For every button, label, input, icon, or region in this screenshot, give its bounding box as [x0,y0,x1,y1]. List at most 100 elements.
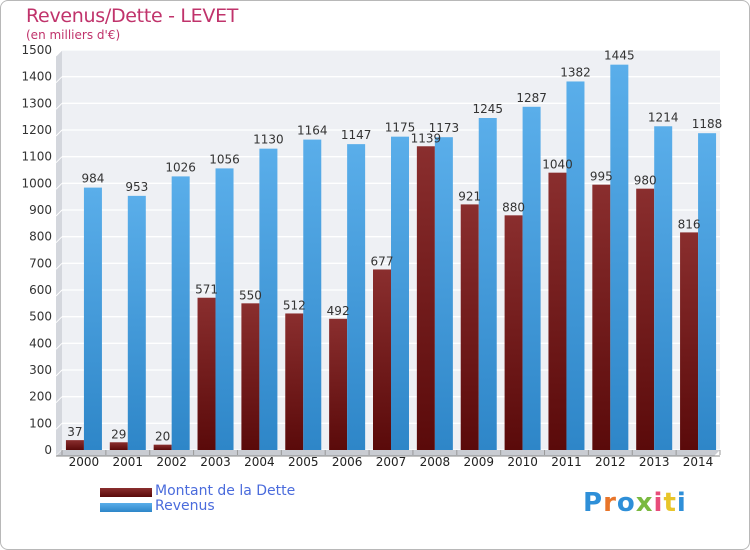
proxiti-logo: Proxiti [583,488,687,518]
bar-dette-2005 [285,313,304,450]
data-label-revenus-2004: 1130 [253,133,284,147]
y-tick-label: 400 [29,336,52,350]
gridline-side [55,422,63,430]
gridline-side [55,396,63,404]
data-label-revenus-2002: 1026 [165,160,196,174]
plot-side-wall [56,50,62,456]
bar-revenus-2013 [654,126,673,451]
data-label-dette-2001: 29 [111,427,126,441]
y-tick-label: 300 [29,363,52,377]
bar-revenus-2014 [698,133,717,450]
bar-revenus-2012 [610,64,629,451]
data-label-revenus-2012: 1445 [604,49,635,63]
bar-revenus-2003 [215,168,234,450]
x-tick-label-2005: 2005 [288,455,319,469]
bar-revenus-2002 [171,176,190,450]
gridline-side [55,76,63,84]
y-tick-label: 500 [29,310,52,324]
bar-revenus-2010 [522,106,541,451]
data-label-revenus-2007: 1175 [385,121,416,135]
data-label-revenus-2006: 1147 [341,128,372,142]
data-label-dette-2006: 492 [327,304,350,318]
legend-label-dette: Montant de la Dette [155,483,296,499]
x-tick-label-2001: 2001 [113,455,144,469]
x-tick-label-2004: 2004 [244,455,275,469]
bar-revenus-2008 [434,137,453,450]
gridline-side [55,369,63,377]
bar-dette-2000 [65,440,84,450]
y-tick-label: 0 [44,443,52,457]
data-label-revenus-2013: 1214 [648,110,679,124]
legend-label-revenus: Revenus [155,498,215,514]
logo-letter: i [676,488,687,518]
data-label-revenus-2000: 984 [81,172,104,186]
bar-dette-2009 [460,204,479,450]
gridline-side [55,49,63,57]
y-tick-label: 1200 [21,123,52,137]
bar-dette-2013 [636,188,655,450]
data-label-dette-2007: 677 [371,254,394,268]
data-label-revenus-2005: 1164 [297,124,328,138]
x-tick-label-2008: 2008 [420,455,451,469]
data-label-dette-2005: 512 [283,298,306,312]
x-tick-label-2007: 2007 [376,455,407,469]
x-tick-label-2000: 2000 [69,455,100,469]
gridline-side [55,316,63,324]
y-tick-label: 1000 [21,176,52,190]
data-label-revenus-2010: 1287 [516,91,547,105]
logo-letter: i [653,488,664,518]
data-label-revenus-2008: 1173 [429,121,460,135]
bar-dette-2003 [197,297,216,450]
bar-dette-2002 [153,444,172,450]
y-tick-label: 1300 [21,96,52,110]
bar-revenus-2007 [391,136,409,450]
y-tick-label: 800 [29,230,52,244]
data-label-revenus-2011: 1382 [560,65,591,79]
logo-letter: r [603,488,617,518]
data-label-dette-2003: 571 [195,283,218,297]
x-tick-label-2006: 2006 [332,455,363,469]
bar-dette-2004 [241,303,260,450]
bar-dette-2014 [680,232,699,450]
gridline-side [55,289,63,297]
data-label-dette-2004: 550 [239,288,262,302]
data-label-dette-2011: 1040 [542,158,573,172]
data-label-dette-2013: 980 [634,174,657,188]
gridline-side [55,342,63,350]
data-label-dette-2000: 37 [67,425,82,439]
bar-revenus-2011 [566,81,585,450]
logo-letter: P [583,488,604,518]
legend-swatch-dette [100,488,152,497]
bar-dette-2012 [592,184,611,450]
x-tick-label-2010: 2010 [507,455,538,469]
y-tick-label: 900 [29,203,52,217]
x-tick-label-2012: 2012 [595,455,626,469]
y-tick-label: 100 [29,416,52,430]
x-tick-label-2002: 2002 [156,455,187,469]
plot-floor [56,450,720,456]
data-label-revenus-2009: 1245 [472,102,503,116]
x-tick-label-2013: 2013 [639,455,670,469]
data-label-revenus-2003: 1056 [209,152,240,166]
x-tick-label-2009: 2009 [463,455,494,469]
bar-dette-2001 [109,442,128,450]
legend-swatch-revenus [100,503,152,512]
logo-letter: x [635,488,654,518]
gridline-side [55,156,63,164]
gridline-side [55,102,63,110]
y-tick-label: 700 [29,256,52,270]
data-label-dette-2008: 1139 [411,131,442,145]
bar-dette-2006 [329,318,348,450]
bar-revenus-2004 [259,148,278,450]
bar-revenus-2009 [478,118,497,450]
data-label-dette-2002: 20 [155,430,170,444]
logo-letter: o [616,488,636,518]
bar-dette-2011 [548,172,567,450]
logo-letter: t [663,488,677,518]
data-label-dette-2009: 921 [458,189,481,203]
y-tick-label: 1100 [21,150,52,164]
bar-revenus-2000 [83,187,102,450]
data-label-revenus-2001: 953 [125,180,148,194]
bar-revenus-2006 [347,144,366,450]
y-tick-label: 200 [29,390,52,404]
